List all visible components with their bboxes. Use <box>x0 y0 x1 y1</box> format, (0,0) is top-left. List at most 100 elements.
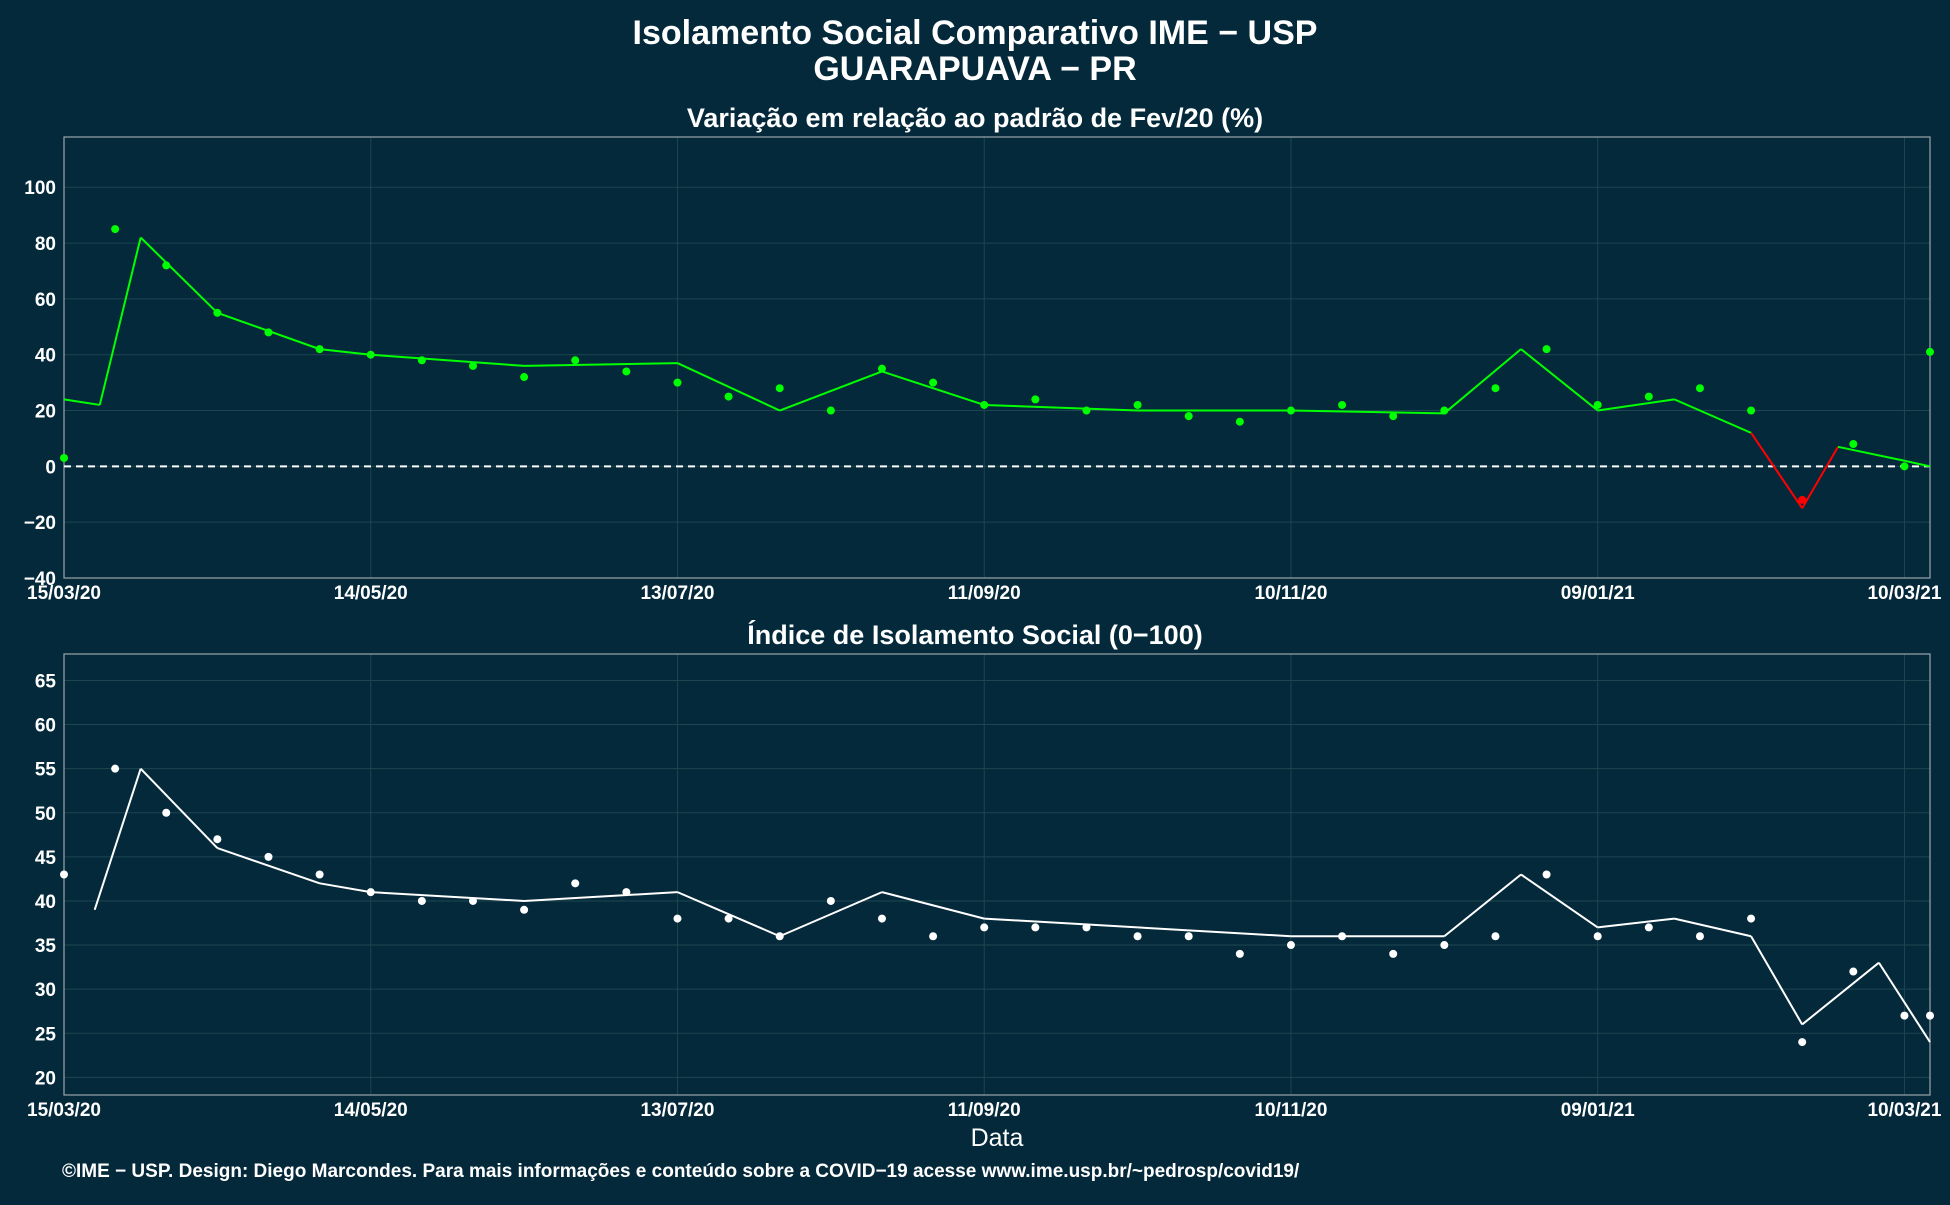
index-point-9 <box>520 905 529 914</box>
index-point-15 <box>826 896 835 905</box>
index-y-tick-label-9: 65 <box>35 671 57 692</box>
index-x-tick-label-0: 15/03/20 <box>27 1100 101 1121</box>
variation-avg-line-segment-4 <box>319 348 371 356</box>
index-point-19 <box>1031 923 1040 932</box>
variation-point-10 <box>571 356 580 365</box>
variation-point-31 <box>1644 392 1653 401</box>
index-avg-line-segment-17 <box>1801 961 1880 1026</box>
variation-avg-line-segment-13 <box>1443 348 1522 415</box>
variation-y-tick-label-3: 20 <box>35 402 56 423</box>
variation-point-12 <box>673 378 682 387</box>
index-point-28 <box>1491 932 1500 941</box>
variation-x-tick-label-2: 13/07/20 <box>640 583 714 604</box>
variation-avg-line-segment-15 <box>1597 398 1675 412</box>
index-point-1 <box>111 764 120 773</box>
index-point-33 <box>1747 914 1756 923</box>
index-point-2 <box>162 808 171 817</box>
index-point-22 <box>1184 932 1193 941</box>
variation-avg-line-segment-14 <box>1520 348 1599 412</box>
index-point-30 <box>1593 932 1602 941</box>
index-avg-line-segment-18 <box>1878 962 1931 1043</box>
variation-point-3 <box>213 308 222 317</box>
variation-point-16 <box>877 364 886 373</box>
variation-avg-line-segment-1 <box>98 237 142 406</box>
variation-point-19 <box>1031 395 1040 404</box>
variation-plot-frame <box>63 136 1931 579</box>
index-y-tick-label-1: 25 <box>35 1024 57 1045</box>
x-axis-label: Data <box>971 1124 1024 1152</box>
variation-point-34 <box>1798 495 1807 504</box>
index-y-tick-label-6: 50 <box>35 804 56 825</box>
variation-point-27 <box>1440 406 1449 415</box>
variation-avg-line-segment-5 <box>370 353 525 367</box>
variation-point-36 <box>1900 462 1909 471</box>
index-avg-line-segment-0 <box>93 768 142 911</box>
variation-avg-line-segment-18 <box>1801 446 1839 509</box>
index-point-17 <box>929 932 938 941</box>
index-point-13 <box>724 914 733 923</box>
variation-x-tick-label-3: 11/09/20 <box>948 583 1021 604</box>
variation-avg-line-segment-20 <box>1904 459 1931 468</box>
index-point-21 <box>1133 932 1142 941</box>
variation-point-26 <box>1389 412 1398 421</box>
variation-point-13 <box>724 392 733 401</box>
index-point-6 <box>366 888 375 897</box>
variation-point-35 <box>1849 440 1858 449</box>
panel-variation: −40 −20 0 20 40 60 80 100 15/03/20 14/05/20 13/07/… <box>24 136 1942 604</box>
index-point-5 <box>315 870 324 879</box>
index-y-tick-label-5: 45 <box>35 848 57 869</box>
variation-x-tick-label-5: 09/01/21 <box>1561 583 1635 604</box>
variation-avg-line-segment-12 <box>1290 409 1445 415</box>
index-y-tick-label-4: 40 <box>35 892 56 913</box>
index-avg-line-segment-16 <box>1750 935 1804 1025</box>
variation-avg-line-segment-10 <box>984 403 1138 412</box>
index-avg-line-segment-12 <box>1443 873 1522 938</box>
variation-y-tick-label-6: 80 <box>35 234 56 255</box>
panel-isolation-index: 20 25 30 35 40 45 50 55 60 65 15/03/20 14/05/20 13/0… <box>27 653 1942 1121</box>
index-x-tick-label-6: 10/03/21 <box>1867 1100 1941 1121</box>
variation-point-22 <box>1184 412 1193 421</box>
variation-y-tick-label-0: −40 <box>24 569 56 590</box>
variation-point-7 <box>417 356 426 365</box>
index-point-12 <box>673 914 682 923</box>
index-x-tick-label-4: 10/11/20 <box>1254 1100 1327 1121</box>
index-point-31 <box>1644 923 1653 932</box>
variation-y-tick-label-7: 100 <box>24 178 56 199</box>
variation-avg-line-segment-9 <box>881 370 985 406</box>
index-x-tick-label-2: 13/07/20 <box>640 1100 714 1121</box>
variation-avg-line-segment-0 <box>63 398 100 406</box>
variation-point-21 <box>1133 400 1142 409</box>
variation-x-tick-label-0: 15/03/20 <box>27 583 101 604</box>
variation-x-tick-label-4: 10/11/20 <box>1254 583 1327 604</box>
variation-point-29 <box>1542 345 1551 354</box>
variation-point-14 <box>775 384 784 393</box>
index-avg-line-segment-1 <box>139 767 219 849</box>
panel-1-title: Variação em relação ao padrão de Fev/20 … <box>687 103 1263 133</box>
variation-point-23 <box>1235 417 1244 426</box>
index-x-tick-label-3: 11/09/20 <box>948 1100 1021 1121</box>
variation-avg-line-segment-8 <box>779 370 883 412</box>
index-point-3 <box>213 835 222 844</box>
variation-point-18 <box>980 400 989 409</box>
variation-point-4 <box>264 328 273 337</box>
index-avg-line-segment-8 <box>881 891 985 920</box>
index-avg-line-segment-13 <box>1520 873 1599 929</box>
index-point-7 <box>417 896 426 905</box>
variation-point-0 <box>60 453 68 462</box>
index-avg-line-segment-6 <box>677 891 781 938</box>
variation-point-37 <box>1926 347 1934 356</box>
index-point-29 <box>1542 870 1551 879</box>
index-y-tick-label-7: 55 <box>35 760 57 781</box>
variation-point-24 <box>1286 406 1295 415</box>
variation-point-1 <box>111 225 120 234</box>
variation-y-tick-label-2: 0 <box>45 457 56 478</box>
index-point-27 <box>1440 941 1449 950</box>
chart-title: Isolamento Social Comparativo IME − USP <box>633 14 1318 52</box>
variation-x-tick-label-1: 14/05/20 <box>334 583 408 604</box>
variation-point-15 <box>826 406 835 415</box>
index-point-35 <box>1849 967 1858 976</box>
variation-point-32 <box>1695 384 1704 393</box>
index-point-4 <box>264 852 273 861</box>
